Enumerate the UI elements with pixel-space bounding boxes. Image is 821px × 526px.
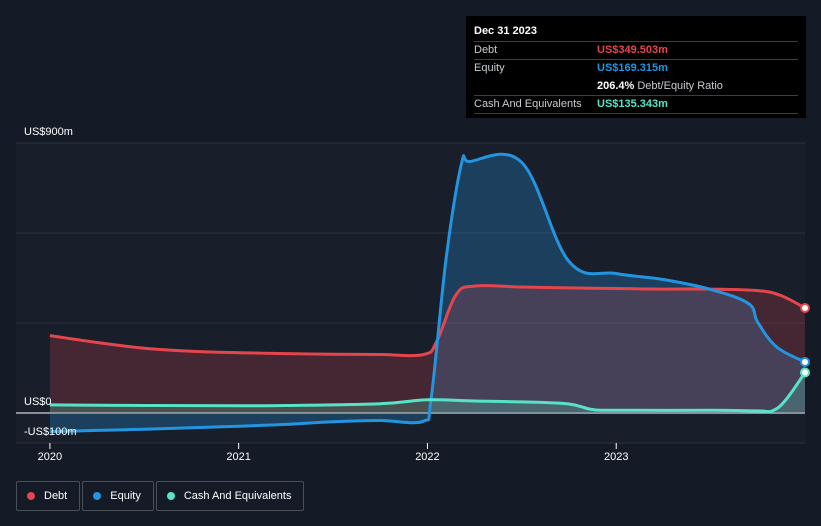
tooltip-cash-label: Cash And Equivalents	[474, 98, 582, 110]
area-cash-and-equivalents	[49, 372, 805, 413]
line-equity	[49, 152, 806, 434]
end-marker-cash-and-equivalents	[800, 367, 810, 378]
legend: Debt Equity Cash And Equivalents	[16, 481, 306, 511]
legend-item-debt[interactable]: Debt	[16, 481, 81, 511]
y-axis-labels: US$900m US$0 -US$100m	[24, 126, 77, 438]
legend-label-equity: Equity	[110, 490, 141, 502]
tooltip-row-equity: Equity US$169.315m	[474, 59, 798, 77]
x-axis-ticks: 2020 2021 2022 2023	[38, 443, 628, 463]
tooltip-equity-value: US$169.315m	[597, 62, 668, 74]
cash-dot-icon	[166, 492, 175, 500]
tooltip-ratio-spacer	[474, 78, 597, 95]
equity-dot-icon	[93, 492, 102, 500]
tooltip-ratio-label: Debt/Equity Ratio	[637, 80, 723, 92]
end-marker-equity	[800, 357, 810, 367]
legend-label-debt: Debt	[44, 490, 68, 502]
y-label-zero: US$0	[24, 396, 52, 408]
area-equity	[49, 154, 805, 432]
legend-item-cash[interactable]: Cash And Equivalents	[155, 481, 305, 511]
y-label-top: US$900m	[24, 126, 73, 138]
x-tick-label-2021: 2021	[226, 451, 250, 463]
end-marker-debt	[800, 303, 810, 313]
tooltip-debt-label: Debt	[474, 44, 498, 56]
line-cash-and-equivalents	[49, 371, 807, 414]
x-tick-label-2020: 2020	[38, 451, 62, 463]
tooltip-date: Dec 31 2023	[474, 25, 537, 37]
gridlines	[16, 142, 805, 444]
x-tick-label-2023: 2023	[604, 451, 628, 463]
plot-area	[16, 143, 805, 443]
tooltip-cash-value: US$135.343m	[597, 98, 668, 110]
tooltip-row-ratio: 206.4% Debt/Equity Ratio	[474, 77, 798, 95]
tooltip-row-cash: Cash And Equivalents US$135.343m	[474, 95, 798, 114]
y-label-bottom: -US$100m	[24, 426, 77, 438]
area-debt	[49, 285, 805, 413]
legend-label-cash: Cash And Equivalents	[183, 490, 292, 502]
tooltip-panel: Dec 31 2023 Debt US$349.503m Equity US$1…	[466, 16, 806, 118]
tooltip-row-debt: Debt US$349.503m	[474, 41, 798, 59]
series-areas	[49, 154, 805, 432]
tooltip-ratio-value: 206.4%	[597, 80, 635, 92]
series-lines	[49, 152, 807, 434]
debt-dot-icon	[27, 492, 35, 500]
tooltip-equity-label: Equity	[474, 62, 505, 74]
legend-item-equity[interactable]: Equity	[82, 481, 154, 511]
tooltip-debt-value: US$349.503m	[597, 44, 668, 56]
series-end-markers	[800, 303, 810, 378]
x-tick-label-2022: 2022	[415, 451, 439, 463]
